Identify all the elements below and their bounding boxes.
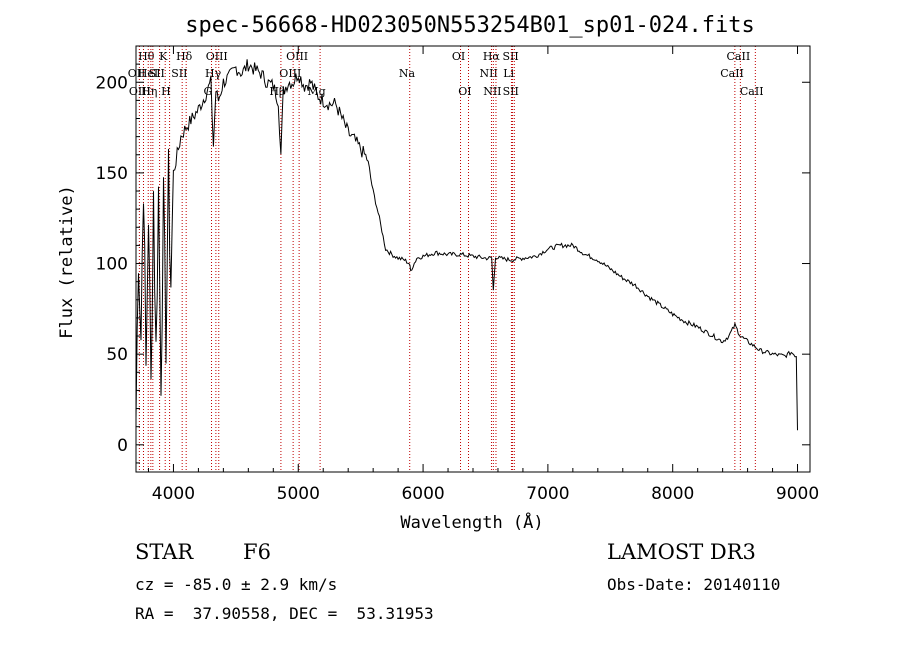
y-tick-label: 150: [96, 164, 128, 184]
spectral-line-label: K: [159, 50, 168, 63]
object-type: STAR: [135, 540, 194, 564]
spectral-line-label: CaII: [727, 50, 751, 63]
x-tick-label: 7000: [526, 484, 569, 504]
spectrum-series: [135, 59, 798, 431]
sky-coordinates: RA = 37.90558, DEC = 53.31953: [135, 604, 434, 623]
spectral-line-label: OIII: [129, 85, 151, 98]
x-tick-label: 5000: [277, 484, 320, 504]
survey-name: LAMOST DR3: [607, 540, 756, 564]
spectral-line-label: SII: [503, 85, 519, 98]
x-axis-label: Wavelength (Å): [400, 511, 543, 533]
y-axis-label: Flux (relative): [57, 185, 77, 339]
redshift-velocity: cz = -85.0 ± 2.9 km/s: [135, 575, 338, 594]
y-axis-ticks: 0 50 100 150 200: [96, 63, 810, 464]
spectral-line-label: Li: [503, 67, 514, 80]
x-axis-ticks: 4000 5000 6000 7000 8000 9000: [147, 46, 819, 504]
spectral-line-markers: HθOIIOIIIHeIHηKSIIHHδSIIOIIIHγGOIIIOIIIH…: [128, 46, 764, 472]
spectral-line-label: SII: [171, 67, 187, 80]
spectral-line-label: OI: [458, 85, 471, 98]
spectral-line-label: OIII: [286, 50, 308, 63]
spectral-line-label: CaII: [720, 67, 744, 80]
spectral-line-label: NII: [483, 85, 501, 98]
spectral-line-label: SII: [149, 67, 165, 80]
spectral-line-label: Hη: [141, 85, 157, 98]
spectral-line-label: OI: [452, 50, 465, 63]
spectral-line-label: Hγ: [205, 67, 222, 80]
x-tick-label: 6000: [401, 484, 444, 504]
x-tick-label: 4000: [152, 484, 195, 504]
spectral-line-label: SII: [502, 50, 518, 63]
y-tick-label: 200: [96, 73, 128, 93]
spectral-line-label: NII: [480, 67, 498, 80]
chart-title: spec-56668-HD023050N553254B01_sp01-024.f…: [185, 13, 755, 38]
spectral-line-label: OIII: [206, 50, 228, 63]
y-tick-label: 100: [96, 255, 128, 275]
observation-date: Obs-Date: 20140110: [607, 575, 781, 594]
spectral-line-label: Hα: [483, 50, 501, 63]
spectral-line-label: Na: [399, 67, 416, 80]
object-subclass: F6: [243, 540, 271, 564]
y-tick-label: 0: [117, 436, 128, 456]
spectral-line-label: OII: [128, 67, 146, 80]
spectral-line-label: G: [204, 85, 213, 98]
flux-line: [135, 59, 798, 431]
x-tick-label: 8000: [651, 484, 694, 504]
spectral-line-label: CaII: [740, 85, 764, 98]
spectral-line-label: Hδ: [176, 50, 193, 63]
x-tick-label: 9000: [776, 484, 819, 504]
spectral-line-label: H: [161, 85, 171, 98]
spectral-line-label: Hθ: [138, 50, 155, 63]
plot-frame: [135, 45, 811, 473]
y-tick-label: 50: [106, 345, 128, 365]
